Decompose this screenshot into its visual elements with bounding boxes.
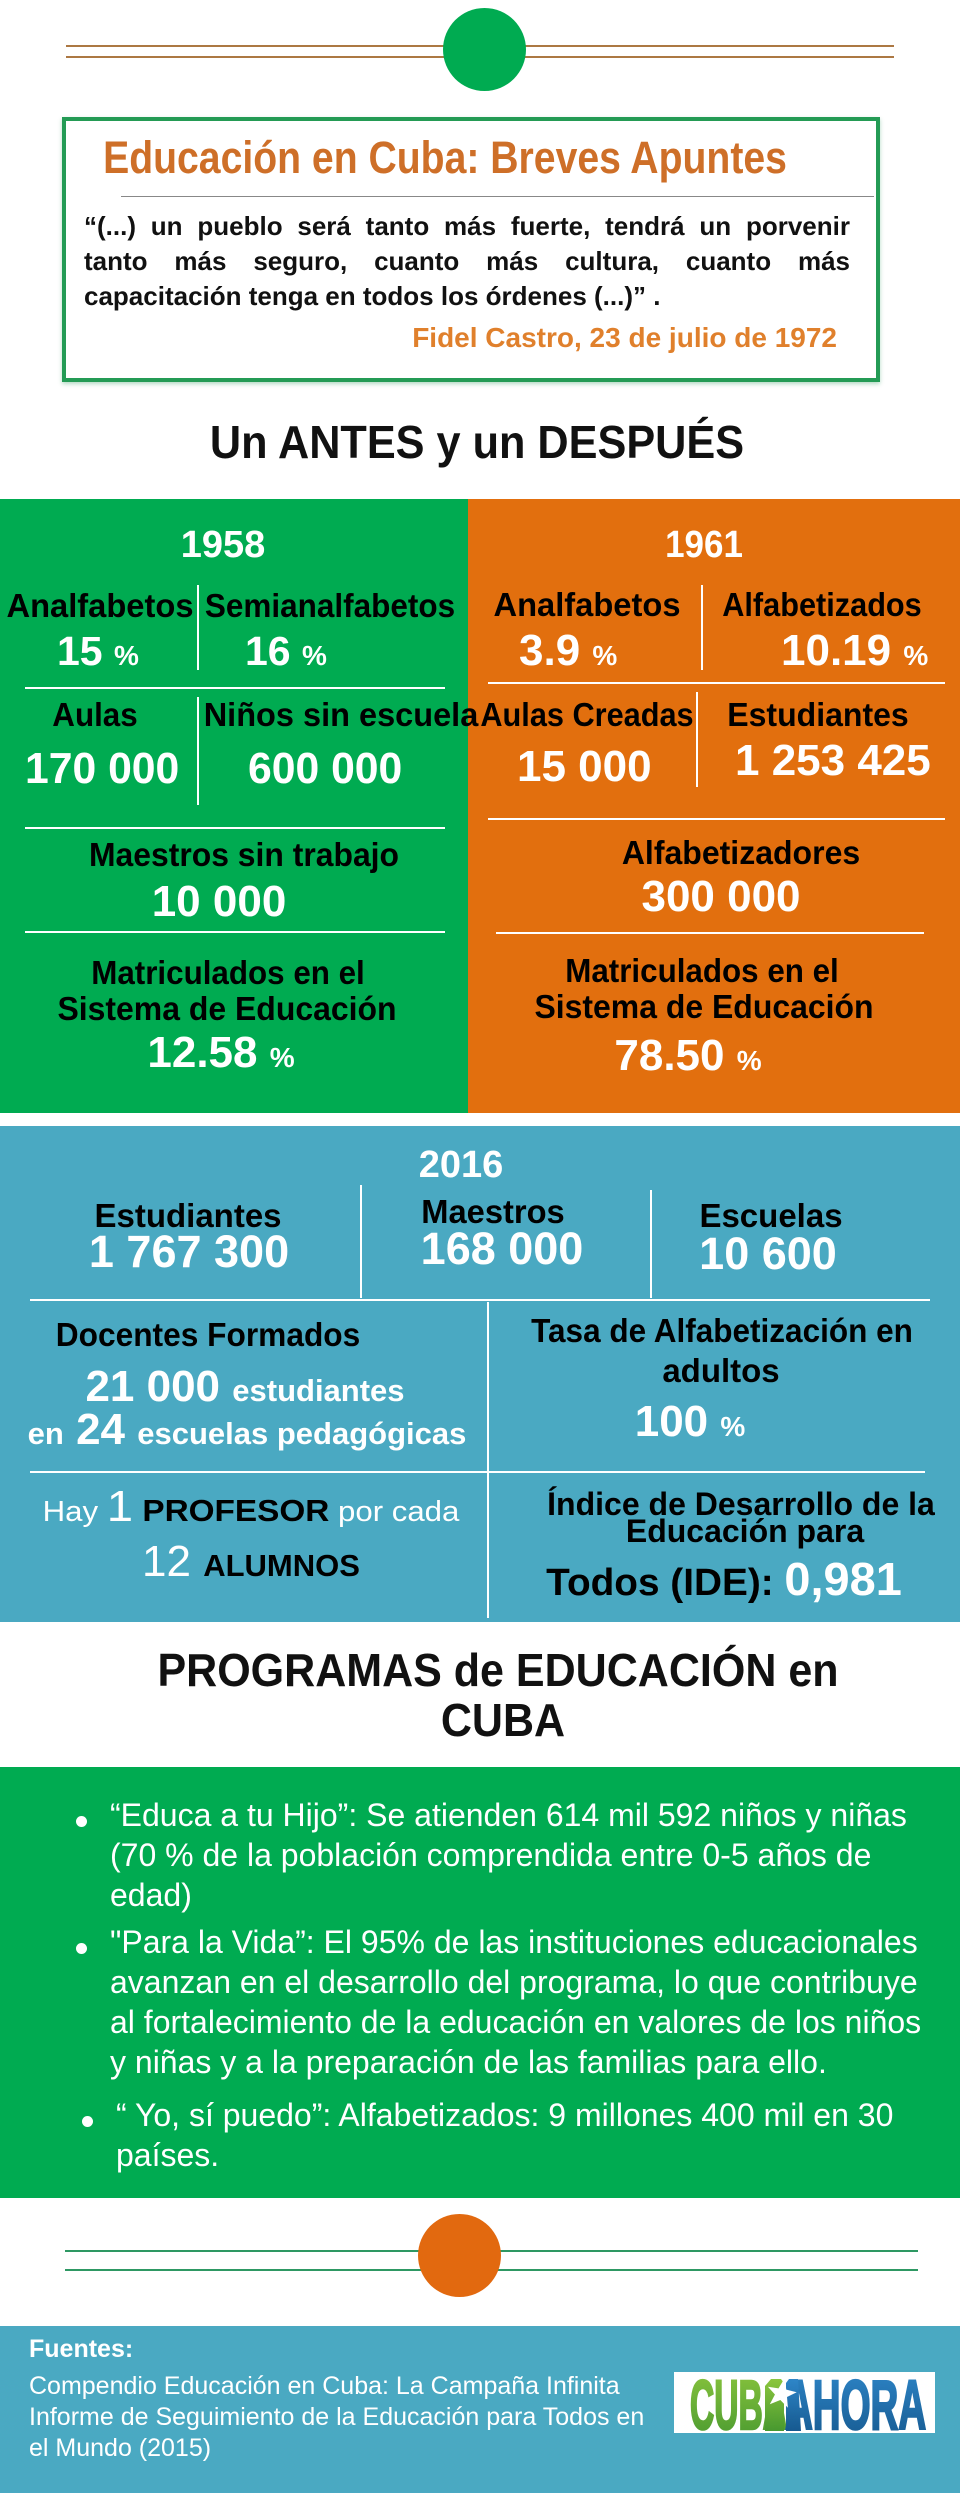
svg-text:AHORA: AHORA <box>785 2372 926 2433</box>
